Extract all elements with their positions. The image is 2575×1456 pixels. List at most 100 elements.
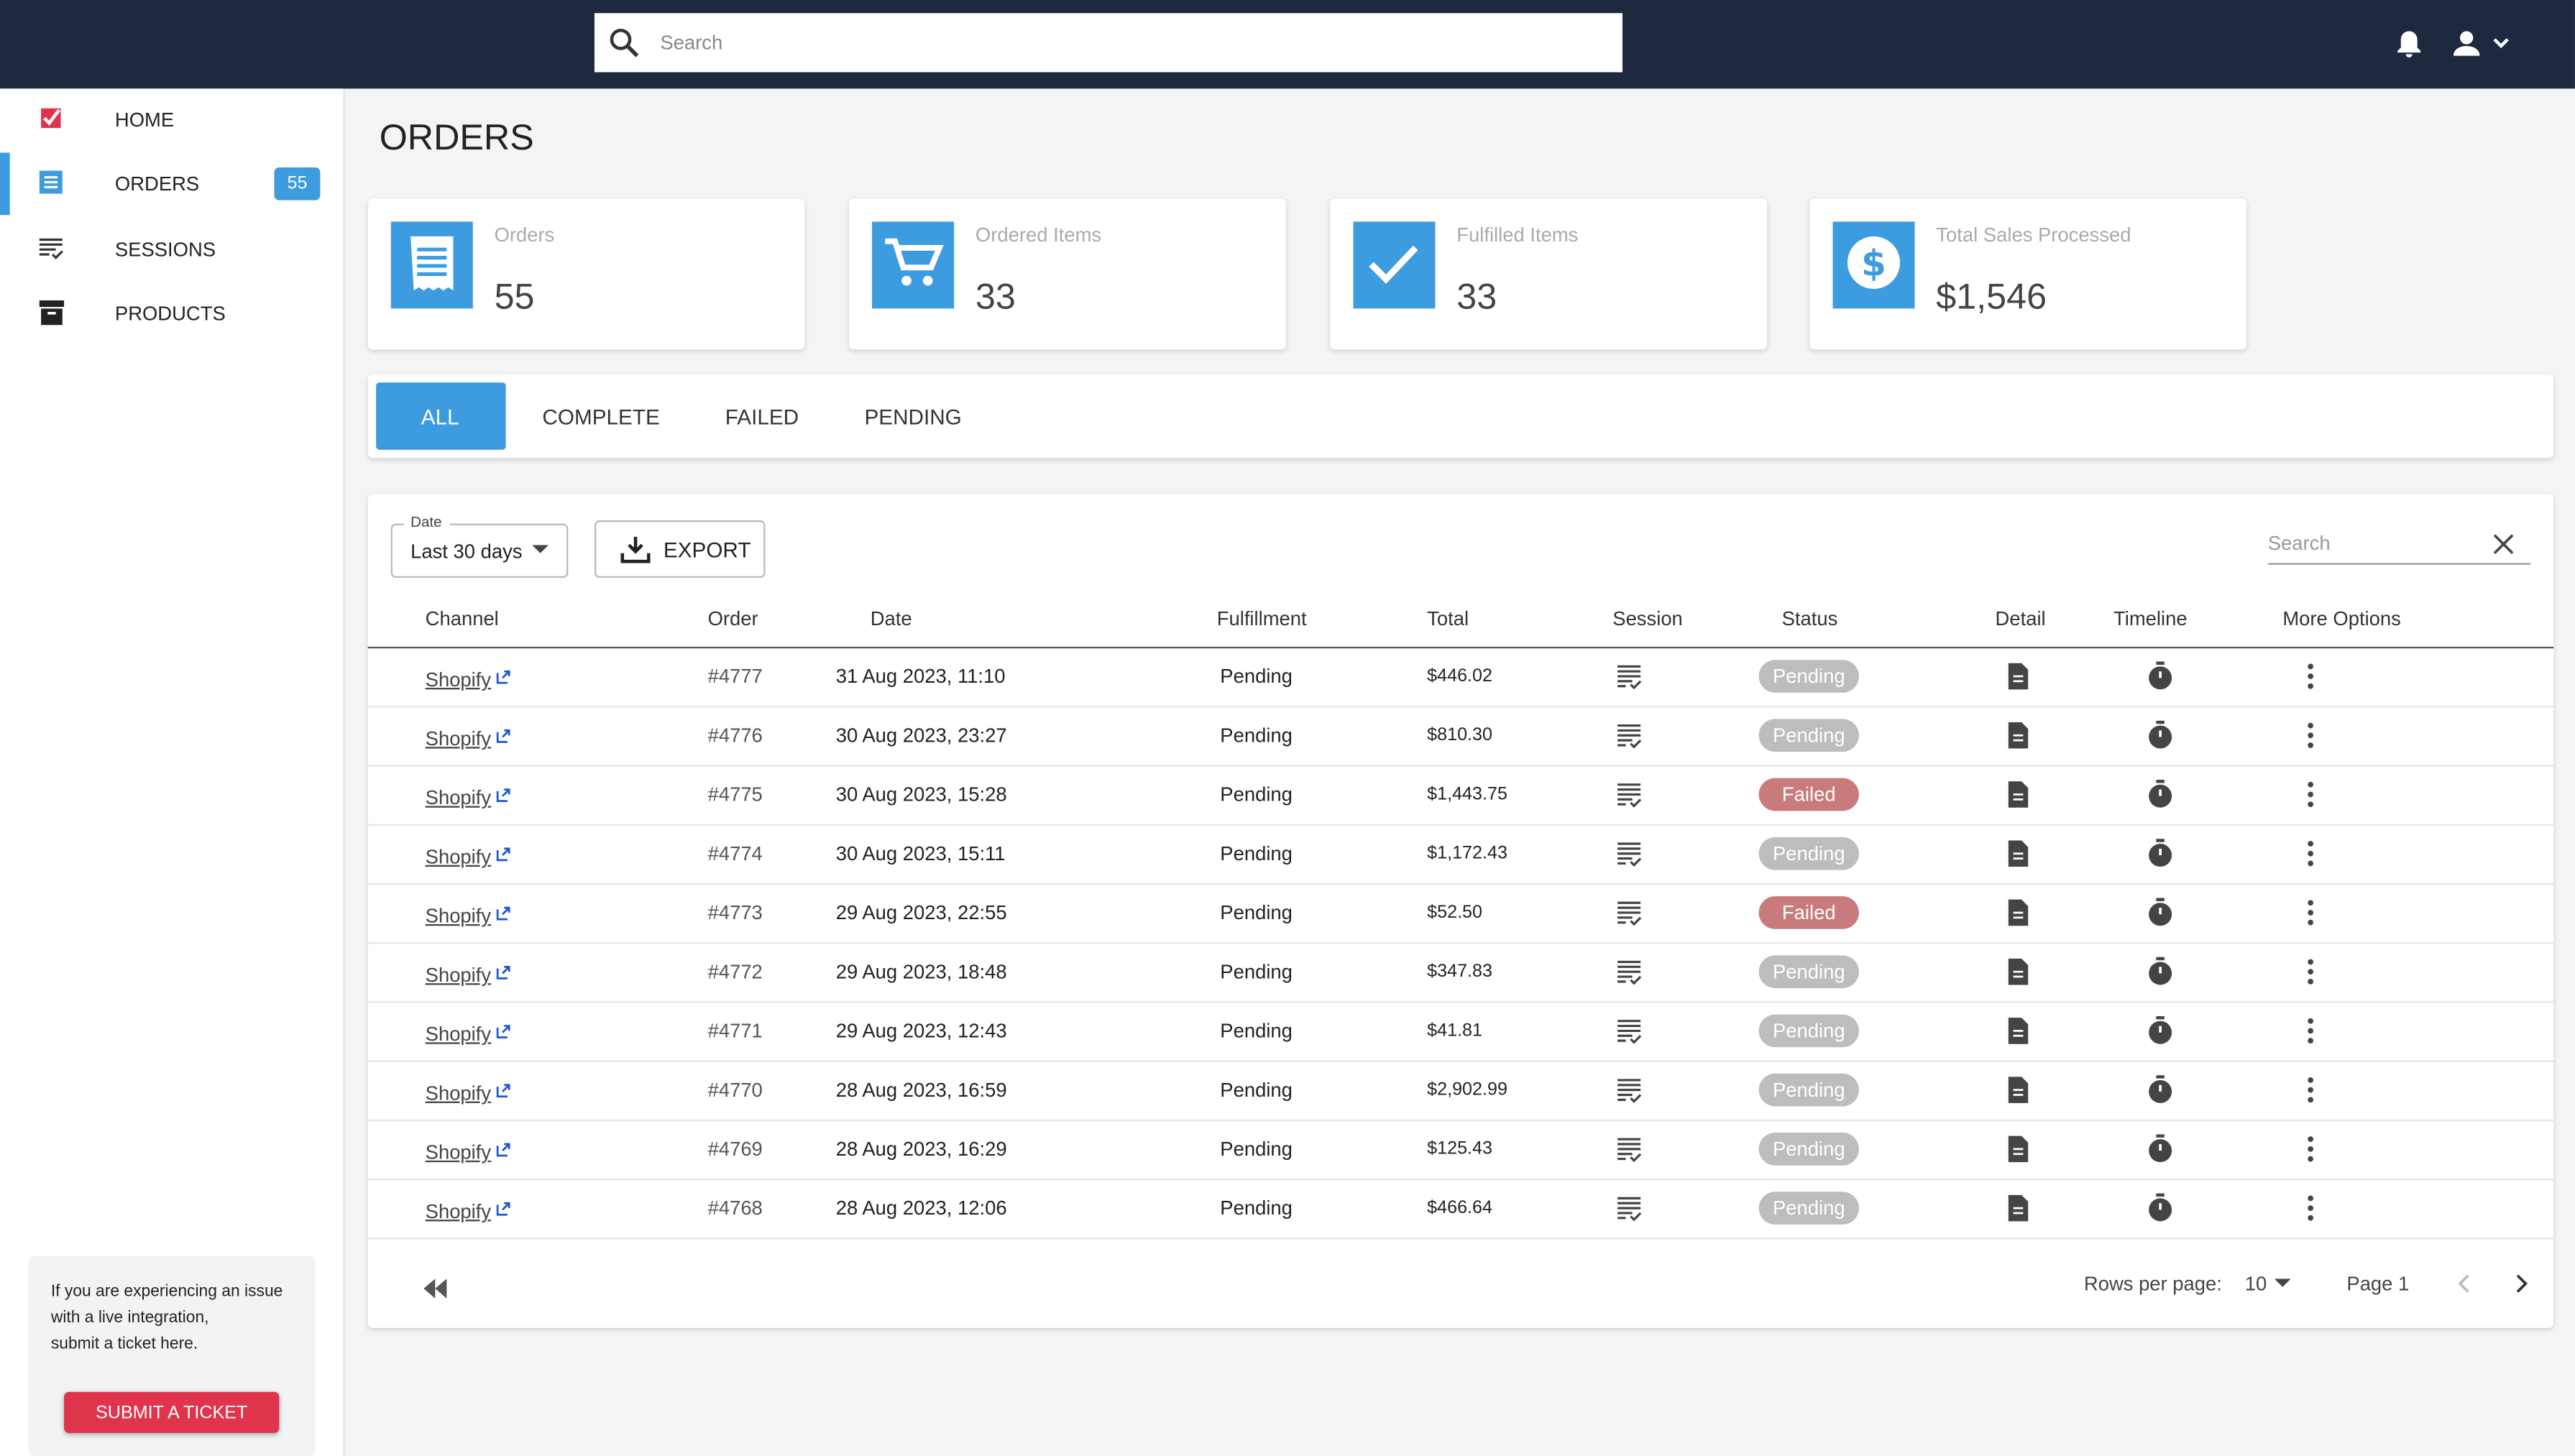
session-icon[interactable] xyxy=(1616,840,1643,867)
detail-icon[interactable] xyxy=(2005,780,2032,809)
timeline-icon[interactable] xyxy=(2147,661,2175,691)
nav-icon[interactable] xyxy=(38,169,66,197)
detail-icon[interactable] xyxy=(2005,721,2032,750)
session-icon[interactable] xyxy=(1616,663,1643,690)
external-link-icon[interactable] xyxy=(496,1195,511,1216)
timeline-icon[interactable] xyxy=(2147,1075,2175,1105)
more-options-icon[interactable] xyxy=(2305,1077,2315,1103)
nav-label[interactable]: SESSIONS xyxy=(114,238,216,262)
order-total: $52.50 xyxy=(1427,903,1483,923)
detail-icon[interactable] xyxy=(2005,1016,2032,1046)
external-link-icon[interactable] xyxy=(496,781,511,803)
more-options-icon[interactable] xyxy=(2305,663,2315,690)
nav-icon[interactable] xyxy=(38,235,66,263)
session-icon[interactable] xyxy=(1616,1018,1643,1044)
row-divider xyxy=(367,942,2554,944)
export-label: EXPORT xyxy=(663,538,751,563)
session-icon[interactable] xyxy=(1616,1195,1643,1222)
export-button[interactable]: EXPORT xyxy=(594,520,766,579)
tab[interactable]: PENDING xyxy=(864,405,962,430)
more-options-icon[interactable] xyxy=(2305,1195,2315,1222)
detail-icon[interactable] xyxy=(2005,661,2032,691)
order-date: 29 Aug 2023, 18:48 xyxy=(835,960,1007,984)
order-total: $810.30 xyxy=(1427,725,1492,745)
channel-link[interactable]: Shopify xyxy=(425,904,492,928)
external-link-icon[interactable] xyxy=(496,722,511,743)
tab[interactable]: COMPLETE xyxy=(542,405,660,430)
more-options-icon[interactable] xyxy=(2305,781,2315,808)
nav-label[interactable]: PRODUCTS xyxy=(114,302,226,326)
more-options-icon[interactable] xyxy=(2305,1136,2315,1163)
channel-link[interactable]: Shopify xyxy=(425,668,492,691)
channel-link[interactable]: Shopify xyxy=(425,786,492,810)
timeline-icon[interactable] xyxy=(2147,1134,2175,1164)
detail-icon[interactable] xyxy=(2005,1134,2032,1164)
tabs-panel xyxy=(367,374,2554,459)
more-options-icon[interactable] xyxy=(2305,1018,2315,1044)
channel-link[interactable]: Shopify xyxy=(425,963,492,987)
header-icons[interactable] xyxy=(2395,28,2526,61)
submit-ticket-button[interactable]: SUBMIT A TICKET xyxy=(64,1391,280,1434)
session-icon[interactable] xyxy=(1616,900,1643,926)
more-options-icon[interactable] xyxy=(2305,722,2315,749)
stat-label: Orders xyxy=(494,223,555,246)
channel-link[interactable]: Shopify xyxy=(425,1141,492,1164)
order-date: 30 Aug 2023, 23:27 xyxy=(835,724,1007,747)
nav-icon[interactable] xyxy=(38,105,66,133)
rows-per-page-value[interactable]: 10 xyxy=(2244,1272,2267,1296)
channel-link[interactable]: Shopify xyxy=(425,845,492,869)
more-options-icon[interactable] xyxy=(2305,900,2315,926)
session-icon[interactable] xyxy=(1616,1136,1643,1163)
row-divider xyxy=(367,706,2554,708)
timeline-icon[interactable] xyxy=(2147,957,2175,987)
session-icon[interactable] xyxy=(1616,781,1643,808)
status-pill: Pending xyxy=(1758,1014,1859,1048)
detail-icon[interactable] xyxy=(2005,957,2032,987)
channel-link[interactable]: Shopify xyxy=(425,1199,492,1223)
timeline-icon[interactable] xyxy=(2147,1193,2175,1223)
external-link-icon[interactable] xyxy=(496,840,511,862)
external-link-icon[interactable] xyxy=(496,959,511,980)
channel-link[interactable]: Shopify xyxy=(425,1022,492,1046)
search-placeholder: Search xyxy=(660,31,723,55)
external-link-icon[interactable] xyxy=(496,1136,511,1157)
timeline-icon[interactable] xyxy=(2147,779,2175,809)
nav-icon[interactable] xyxy=(38,299,66,327)
status-label: Pending xyxy=(1772,1078,1845,1102)
tab[interactable]: ALL xyxy=(421,405,459,430)
session-icon[interactable] xyxy=(1616,959,1643,985)
fulfillment: Pending xyxy=(1220,842,1293,865)
fulfillment: Pending xyxy=(1220,783,1293,806)
timeline-icon[interactable] xyxy=(2147,839,2175,868)
search-box[interactable]: Search xyxy=(594,13,1622,73)
timeline-icon[interactable] xyxy=(2147,898,2175,927)
page-arrows[interactable] xyxy=(2455,1273,2537,1293)
first-page-icon[interactable] xyxy=(422,1278,449,1299)
channel-link[interactable]: Shopify xyxy=(425,727,492,750)
session-icon[interactable] xyxy=(1616,1077,1643,1103)
detail-icon[interactable] xyxy=(2005,1194,2032,1223)
tab[interactable]: FAILED xyxy=(725,405,799,430)
external-link-icon[interactable] xyxy=(496,900,511,921)
status-pill: Pending xyxy=(1758,1192,1859,1225)
external-link-icon[interactable] xyxy=(496,663,511,684)
nav-label[interactable]: ORDERS xyxy=(114,172,200,195)
timeline-icon[interactable] xyxy=(2147,720,2175,750)
clear-icon[interactable] xyxy=(2493,533,2515,555)
timeline-icon[interactable] xyxy=(2147,1015,2175,1046)
order-total: $446.02 xyxy=(1427,666,1492,686)
detail-icon[interactable] xyxy=(2005,1075,2032,1105)
session-icon[interactable] xyxy=(1616,722,1643,749)
status-label: Pending xyxy=(1772,960,1845,984)
detail-icon[interactable] xyxy=(2005,839,2032,868)
column-header: Status xyxy=(1781,607,1838,631)
more-options-icon[interactable] xyxy=(2305,840,2315,867)
more-options-icon[interactable] xyxy=(2305,959,2315,985)
detail-icon[interactable] xyxy=(2005,898,2032,927)
date-select[interactable] xyxy=(390,523,569,579)
channel-link[interactable]: Shopify xyxy=(425,1082,492,1105)
external-link-icon[interactable] xyxy=(496,1077,511,1098)
status-pill: Pending xyxy=(1758,719,1859,752)
nav-label[interactable]: HOME xyxy=(114,108,175,132)
external-link-icon[interactable] xyxy=(496,1018,511,1038)
